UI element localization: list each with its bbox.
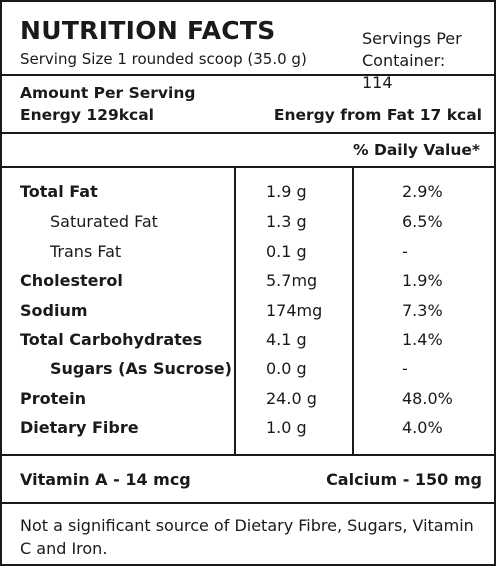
serving-size: Serving Size 1 rounded scoop (35.0 g)	[20, 50, 307, 68]
nutrient-name: Protein	[20, 389, 86, 408]
nutrient-name: Cholesterol	[20, 271, 123, 290]
nutrient-name: Total Fat	[20, 182, 98, 201]
footnote: Not a significant source of Dietary Fibr…	[20, 516, 474, 558]
nutrient-daily-value: -	[402, 359, 408, 378]
table-row: Protein 24.0 g 48.0%	[2, 385, 494, 413]
label-header: NUTRITION FACTS Serving Size 1 rounded s…	[2, 2, 494, 92]
nutrient-daily-value: 1.4%	[402, 330, 443, 349]
amount-per-serving-section: Amount Per Serving Energy 129kcal Energy…	[2, 76, 494, 134]
daily-value-label: % Daily Value*	[353, 141, 480, 159]
nutrient-daily-value: 2.9%	[402, 182, 443, 201]
servings-per-container: Servings Per Container: 114	[362, 28, 480, 94]
table-row: Saturated Fat 1.3 g 6.5%	[2, 208, 494, 236]
nutrient-amount: 4.1 g	[266, 330, 307, 349]
nutrient-name: Sodium	[20, 301, 88, 320]
nutrient-daily-value: 6.5%	[402, 212, 443, 231]
table-row: Cholesterol 5.7mg 1.9%	[2, 267, 494, 295]
servings-per-line2: Container: 114	[362, 51, 446, 92]
nutrient-amount: 24.0 g	[266, 389, 317, 408]
column-divider	[352, 168, 354, 454]
table-row: Total Fat 1.9 g 2.9%	[2, 178, 494, 206]
calcium-value: Calcium - 150 mg	[326, 470, 482, 489]
table-row: Total Carbohydrates 4.1 g 1.4%	[2, 326, 494, 354]
servings-per-line1: Servings Per	[362, 29, 462, 48]
vitamins-section: Vitamin A - 14 mcg Calcium - 150 mg	[2, 456, 494, 504]
nutrient-amount: 1.0 g	[266, 418, 307, 437]
nutrient-amount: 0.1 g	[266, 242, 307, 261]
nutrient-amount: 5.7mg	[266, 271, 318, 290]
nutrient-name: Total Carbohydrates	[20, 330, 203, 349]
nutrient-daily-value: 1.9%	[402, 271, 443, 290]
energy-value: Energy 129kcal	[20, 106, 154, 124]
nutrient-amount: 1.3 g	[266, 212, 307, 231]
nutrient-amount: 174mg	[266, 301, 323, 320]
column-divider	[234, 168, 236, 454]
nutrient-name: Trans Fat	[50, 242, 122, 261]
nutrient-daily-value: -	[402, 242, 408, 261]
table-row: Trans Fat 0.1 g -	[2, 238, 494, 266]
label-title: NUTRITION FACTS	[20, 16, 276, 45]
nutrient-daily-value: 4.0%	[402, 418, 443, 437]
table-row: Sugars (As Sucrose) 0.0 g -	[2, 355, 494, 383]
nutrient-daily-value: 7.3%	[402, 301, 443, 320]
vitamin-a-value: Vitamin A - 14 mcg	[20, 470, 191, 489]
amount-per-serving-label: Amount Per Serving	[20, 84, 196, 102]
daily-value-header: % Daily Value*	[2, 134, 494, 168]
nutrient-name: Dietary Fibre	[20, 418, 139, 437]
nutrient-name: Sugars (As Sucrose)	[50, 359, 232, 378]
nutrient-daily-value: 48.0%	[402, 389, 453, 408]
table-row: Sodium 174mg 7.3%	[2, 297, 494, 325]
nutrient-name: Saturated Fat	[50, 212, 158, 231]
nutrient-amount: 0.0 g	[266, 359, 307, 378]
nutrients-table: Total Fat 1.9 g 2.9% Saturated Fat 1.3 g…	[2, 168, 494, 456]
nutrient-amount: 1.9 g	[266, 182, 307, 201]
energy-from-fat-value: Energy from Fat 17 kcal	[273, 106, 482, 124]
table-row: Dietary Fibre 1.0 g 4.0%	[2, 414, 494, 442]
